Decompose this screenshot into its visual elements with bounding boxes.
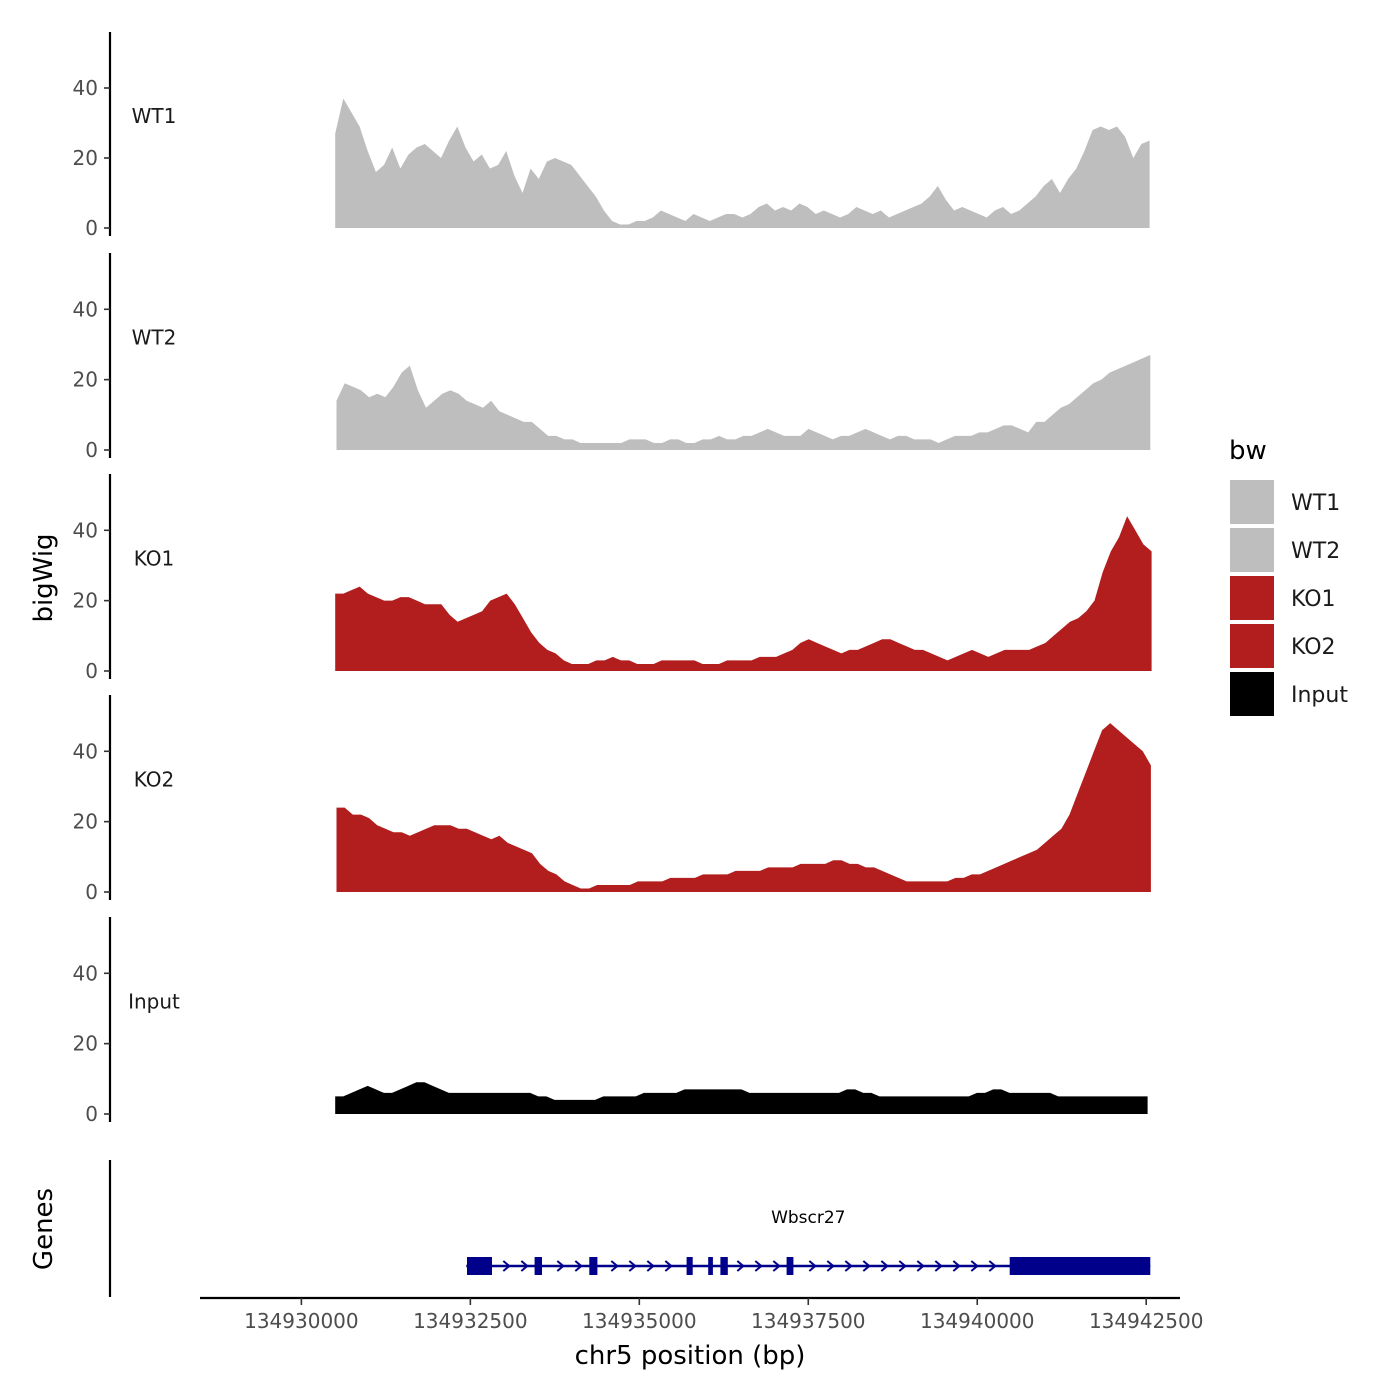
x-axis: 134930000 134932500 134935000 134937500 1349…: [200, 1296, 1204, 1333]
exon-3: [589, 1257, 598, 1275]
strand-arrow: [916, 1260, 925, 1272]
legend-label-ko1: KO1: [1291, 587, 1336, 612]
track-ko1: 0 20 40 KO1: [73, 474, 1152, 683]
track-label-wt1: WT1: [132, 104, 177, 128]
legend-title: bw: [1229, 436, 1267, 466]
legend-swatch-ko2: [1230, 624, 1274, 668]
legend-label-input: Input: [1291, 683, 1348, 708]
strand-arrow: [880, 1260, 889, 1272]
genes-track: Wbscr27: [108, 1160, 1151, 1297]
strand-arrow: [502, 1260, 511, 1272]
track-label-ko1: KO1: [134, 546, 175, 570]
track-wt1: 0 20 40 WT1: [73, 32, 1150, 240]
strand-arrow: [772, 1260, 781, 1272]
coverage-area-input: [335, 1082, 1148, 1114]
legend-swatch-wt2: [1230, 528, 1274, 572]
y-axis-title: bigWig: [29, 533, 59, 622]
strand-arrow: [844, 1260, 853, 1272]
y-tick-label-wt1-40: 40: [73, 76, 98, 100]
legend-swatch-ko1: [1230, 576, 1274, 620]
y-tick-label-input-20: 20: [73, 1032, 98, 1056]
strand-arrow: [574, 1260, 583, 1272]
legend: bw WT1 WT2 KO1 KO2 Input: [1229, 436, 1348, 716]
y-tick-label-wt2-0: 0: [85, 438, 98, 462]
exon-1: [467, 1257, 492, 1275]
exon-5: [708, 1257, 713, 1275]
x-tick-label-134935000: 134935000: [582, 1309, 697, 1333]
coverage-area-ko2: [336, 723, 1151, 892]
strand-arrow: [646, 1260, 655, 1272]
strand-arrow: [520, 1260, 529, 1272]
y-tick-label-input-40: 40: [73, 961, 98, 985]
track-wt2: 0 20 40 WT2: [73, 253, 1151, 462]
y-tick-label-ko1-0: 0: [85, 659, 98, 683]
x-tick-label-134932500: 134932500: [413, 1309, 528, 1333]
strand-arrow: [934, 1260, 943, 1272]
y-tick-label-wt1-0: 0: [85, 216, 98, 240]
strand-arrow: [610, 1260, 619, 1272]
strand-arrow: [754, 1260, 763, 1272]
coverage-area-ko1: [335, 516, 1152, 671]
y-tick-label-ko2-20: 20: [73, 810, 98, 834]
y-tick-label-wt2-20: 20: [73, 368, 98, 392]
coverage-area-wt2: [336, 355, 1151, 450]
legend-label-ko2: KO2: [1291, 635, 1336, 660]
legend-label-wt2: WT2: [1291, 539, 1340, 564]
strand-arrow: [628, 1260, 637, 1272]
track-label-input: Input: [128, 989, 180, 1013]
track-ko2: 0 20 40 KO2: [73, 695, 1151, 904]
coverage-tracks: 0 20 40 WT1 0 20 40 WT2 0 20 40 KO1 0 20 40 KO2 0 20 40 Inp…: [73, 32, 1152, 1126]
strand-arrow: [988, 1260, 997, 1272]
track-label-ko2: KO2: [134, 767, 175, 791]
y-tick-label-ko1-40: 40: [73, 518, 98, 542]
strand-arrow: [970, 1260, 979, 1272]
legend-swatch-input: [1230, 672, 1274, 716]
track-input: 0 20 40 Input: [73, 917, 1148, 1126]
y-tick-label-wt2-40: 40: [73, 297, 98, 321]
strand-arrow: [556, 1260, 565, 1272]
x-axis-title: chr5 position (bp): [575, 1341, 806, 1371]
strand-arrow: [952, 1260, 961, 1272]
y-tick-label-ko2-0: 0: [85, 880, 98, 904]
x-tick-label-134940000: 134940000: [920, 1309, 1035, 1333]
x-tick-label-134937500: 134937500: [751, 1309, 866, 1333]
exon-4: [686, 1257, 693, 1275]
strand-arrow: [664, 1260, 673, 1272]
exon-8: [1009, 1257, 1151, 1275]
y-tick-label-input-0: 0: [85, 1102, 98, 1126]
x-tick-label-134942500: 134942500: [1089, 1309, 1204, 1333]
genes-axis-title: Genes: [29, 1188, 59, 1270]
coverage-area-wt1: [335, 98, 1150, 228]
legend-label-wt1: WT1: [1291, 491, 1340, 516]
x-tick-label-134930000: 134930000: [244, 1309, 359, 1333]
exon-7: [786, 1257, 794, 1275]
strand-arrow: [862, 1260, 871, 1272]
y-tick-label-ko2-40: 40: [73, 739, 98, 763]
gene-name-label: Wbscr27: [771, 1208, 845, 1228]
legend-swatch-wt1: [1230, 480, 1274, 524]
track-label-wt2: WT2: [132, 325, 177, 349]
y-tick-label-ko1-20: 20: [73, 589, 98, 613]
strand-arrow: [808, 1260, 817, 1272]
strand-arrow: [898, 1260, 907, 1272]
y-tick-label-wt1-20: 20: [73, 146, 98, 170]
strand-arrow: [736, 1260, 745, 1272]
exon-2: [534, 1257, 542, 1275]
exon-6: [720, 1257, 728, 1275]
strand-arrow: [826, 1260, 835, 1272]
